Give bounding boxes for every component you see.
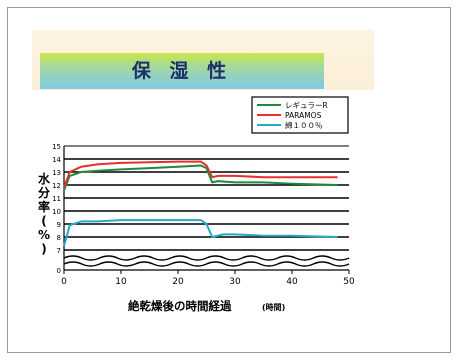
x-tick-label-20: 20	[172, 277, 184, 287]
x-tick-label-10: 10	[115, 277, 127, 287]
series-line-2	[63, 219, 338, 247]
y-tick-label-8: 8	[57, 234, 61, 242]
y-tick-label-11: 11	[52, 195, 61, 203]
series-line-1	[63, 160, 338, 188]
y-tick-label-14: 14	[52, 156, 61, 164]
axis-break-top	[63, 255, 350, 261]
axes: 7 8 9 10 11 12 13 14 15 00 10 20 30 40 50	[52, 143, 355, 287]
y-tick-label-7: 7	[57, 247, 61, 255]
x-tick-label-40: 40	[286, 277, 298, 287]
legend-label-0: レギュラーR	[285, 101, 328, 110]
legend-label-1: PARAMOS	[285, 111, 322, 120]
y-origin-label: 0	[57, 267, 61, 275]
y-tick-label-12: 12	[52, 182, 61, 190]
y-axis-label: 水分率(%)	[38, 171, 51, 256]
x-tick-label-0: 0	[61, 277, 67, 287]
axis-break-bottom	[63, 261, 350, 267]
x-axis-label: 絶乾燥後の時間経過	[128, 299, 232, 313]
title-bar	[40, 53, 324, 89]
x-axis-unit: (時間)	[262, 302, 285, 312]
y-tick-label-13: 13	[52, 169, 61, 177]
grid	[64, 145, 349, 251]
y-tick-label-9: 9	[57, 221, 61, 229]
y-tick-label-15: 15	[52, 143, 61, 151]
x-tick-label-30: 30	[229, 277, 241, 287]
y-tick-label-10: 10	[52, 208, 61, 216]
chart-title: 保 湿 性	[131, 60, 233, 82]
series-line-0	[63, 164, 338, 191]
x-tick-label-50: 50	[343, 277, 355, 287]
axis-labels: 水分率(%) 絶乾燥後の時間経過 (時間)	[38, 171, 285, 313]
series	[63, 160, 338, 247]
legend-label-2: 綿１００％	[285, 120, 323, 130]
